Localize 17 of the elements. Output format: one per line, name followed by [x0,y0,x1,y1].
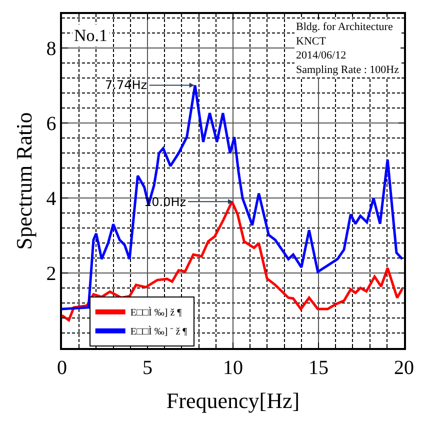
legend-label: E□□Ì ‰] ž ¶ [130,306,182,319]
x-tick-label: 20 [394,356,414,379]
x-tick-label: 0 [57,356,67,379]
x-tick-label: 5 [142,356,152,379]
line-series [62,199,404,322]
x-tick-label: 15 [308,356,328,379]
y-tick-label: 6 [46,112,56,135]
annotation: 7.74Hz [105,78,148,92]
x-tick-label: 10 [223,356,243,379]
y-tick-label: 4 [46,188,56,210]
x-axis-title: Frequency[Hz] [166,388,300,414]
y-tick-label: 8 [46,38,56,60]
y-tick-label: 2 [46,262,56,285]
y-axis-title: Spectrum Ratio [12,112,37,250]
legend-label: E□□Ì ‰] ⁻ ž ¶ [130,326,188,338]
annotation: No.1 [74,26,108,45]
annotation: Bldg. for Architecture KNCT 2014/06/12 Sampling Rate : 100Hz [296,21,400,76]
